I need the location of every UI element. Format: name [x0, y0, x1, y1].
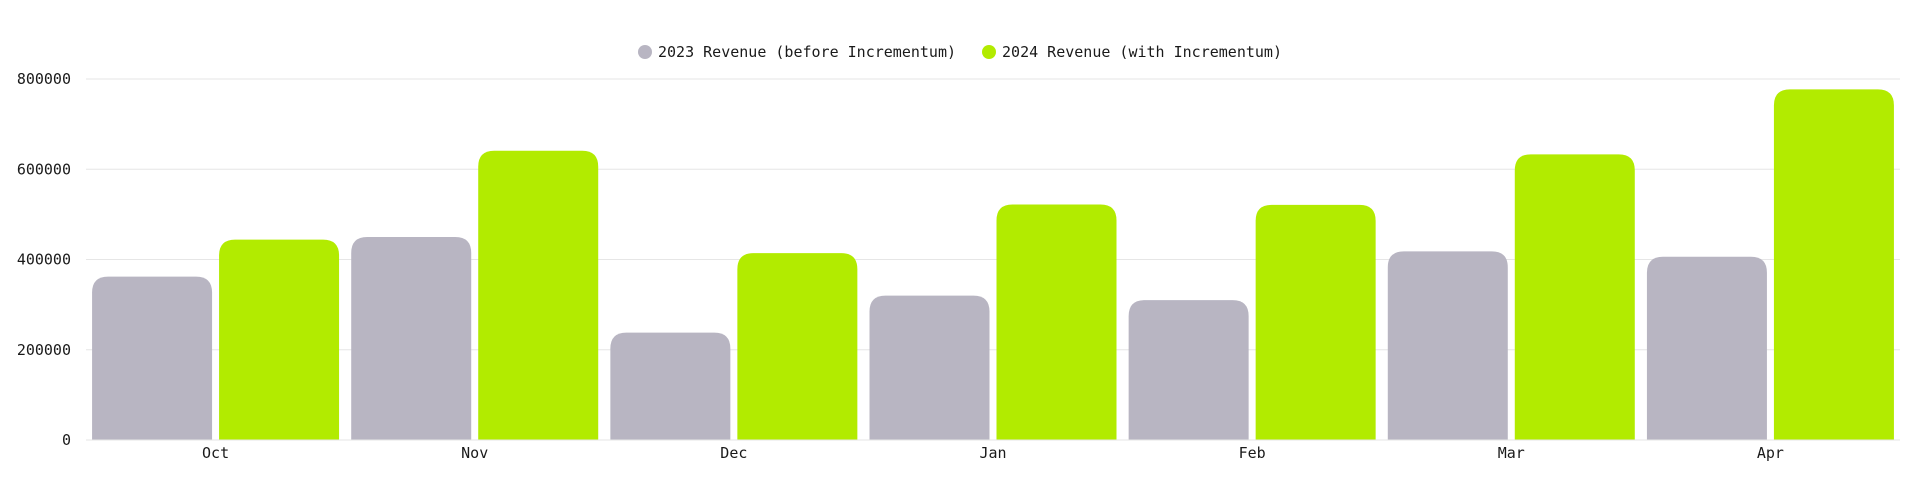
x-tick-label: Feb [1239, 444, 1266, 462]
bar-2024-oct[interactable] [219, 239, 340, 440]
y-tick-label: 400000 [17, 251, 71, 269]
legend-item-2023[interactable]: 2023 Revenue (before Incrementum) [638, 43, 956, 61]
x-tick-label: Jan [979, 444, 1006, 462]
chart-legend: 2023 Revenue (before Incrementum) 2024 R… [0, 43, 1920, 61]
x-tick-label: Dec [720, 444, 747, 462]
x-tick-label: Nov [461, 444, 488, 462]
legend-label-2023: 2023 Revenue (before Incrementum) [658, 43, 957, 61]
bar-2023-feb[interactable] [1128, 300, 1249, 440]
bar-2024-jan[interactable] [996, 204, 1117, 440]
legend-swatch-2023 [638, 45, 652, 59]
x-tick-label: Oct [202, 444, 229, 462]
legend-item-2024[interactable]: 2024 Revenue (with Incrementum) [982, 43, 1282, 61]
bar-2023-mar[interactable] [1387, 251, 1508, 440]
bar-2024-mar[interactable] [1514, 154, 1635, 440]
legend-label-2024: 2024 Revenue (with Incrementum) [1002, 43, 1282, 61]
bar-2023-dec[interactable] [610, 332, 731, 440]
y-tick-label: 200000 [17, 341, 71, 359]
bar-2023-oct[interactable] [92, 276, 213, 440]
bar-2024-nov[interactable] [478, 150, 599, 440]
bar-2023-jan[interactable] [869, 295, 990, 440]
bar-2024-feb[interactable] [1255, 204, 1376, 440]
x-tick-label: Mar [1498, 444, 1525, 462]
y-tick-label: 0 [62, 431, 71, 449]
bar-2024-apr[interactable] [1773, 89, 1894, 440]
bar-2023-nov[interactable] [351, 236, 472, 440]
bar-2024-dec[interactable] [737, 253, 858, 440]
legend-swatch-2024 [982, 45, 997, 59]
y-tick-label: 600000 [17, 160, 71, 178]
bar-2023-apr[interactable] [1646, 256, 1767, 440]
y-tick-label: 800000 [17, 70, 71, 88]
x-tick-label: Apr [1757, 444, 1784, 462]
